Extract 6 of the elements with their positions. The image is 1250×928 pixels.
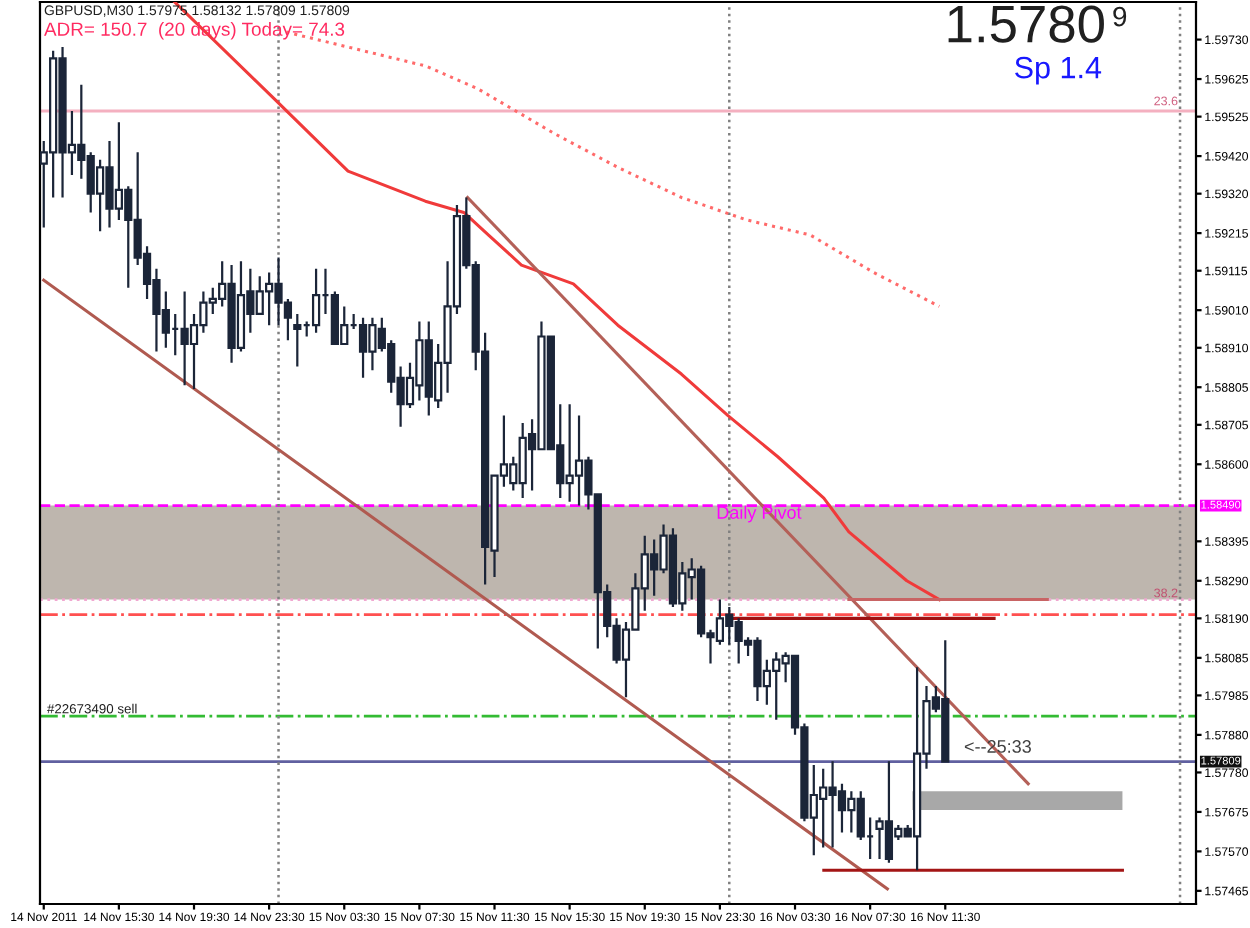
annotation: 1.5780	[948, 5, 1104, 43]
candlestick	[311, 267, 321, 334]
band-label: Daily Pivot	[717, 505, 802, 523]
annotation: 9	[1113, 6, 1127, 27]
candlestick	[293, 312, 302, 368]
annotation: Sp 1.4	[1015, 56, 1102, 85]
